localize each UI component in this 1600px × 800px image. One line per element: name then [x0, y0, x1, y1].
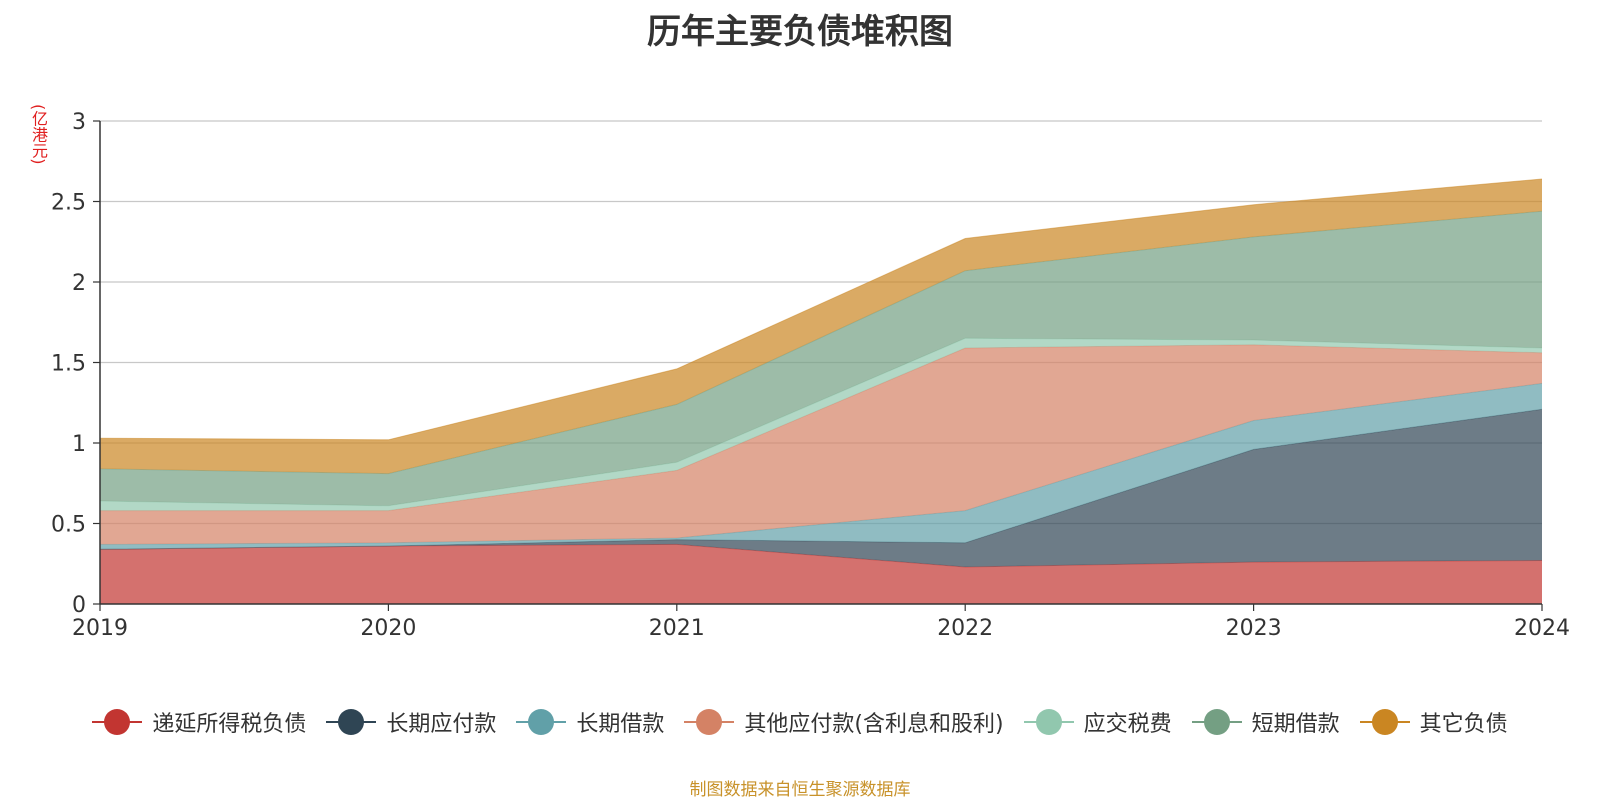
y-tick-label: 1.5 [51, 352, 86, 377]
y-tick-label: 3 [72, 110, 86, 135]
x-tick-label: 2021 [649, 616, 705, 641]
legend-item[interactable]: 短期借款 [1191, 706, 1340, 738]
legend-label: 短期借款 [1251, 712, 1340, 737]
legend-item[interactable]: 长期借款 [516, 706, 664, 738]
source-note: 制图数据来自恒生聚源数据库 [689, 780, 911, 800]
legend-label: 其它负债 [1419, 712, 1508, 737]
legend: 递延所得税负债 长期应付款 长期借款 其他应付款(含利息和股利) 应交税费 短期借款 其它负… [0, 704, 1600, 740]
legend-item[interactable]: 递延所得税负债 [92, 706, 306, 738]
legend-marker-icon [92, 709, 143, 735]
axes: 0 0.5 1 1.5 2 2.5 3 2019 2020 2021 2022 2023 2024 [51, 110, 1570, 641]
legend-label: 应交税费 [1083, 712, 1172, 737]
legend-marker-icon [1359, 709, 1410, 735]
legend-label: 长期应付款 [386, 712, 497, 737]
legend-marker-icon [326, 709, 377, 735]
legend-item[interactable]: 应交税费 [1023, 706, 1172, 738]
legend-item[interactable]: 其它负债 [1359, 706, 1508, 738]
y-tick-label: 2.5 [51, 191, 86, 216]
y-tick-label: 1 [72, 432, 86, 457]
x-tick-label: 2020 [360, 616, 416, 641]
series-areas [99, 178, 1543, 604]
x-tick-label: 2024 [1514, 616, 1570, 641]
legend-marker-icon [684, 709, 735, 735]
legend-item[interactable]: 长期应付款 [326, 706, 496, 738]
area-长期应付款 [100, 409, 1542, 567]
area-其它负债 [100, 179, 1542, 474]
area-短期借款 [100, 211, 1542, 506]
area-edge-其它负债 [99, 178, 1543, 441]
stacked-area-chart: 0 0.5 1 1.5 2 2.5 3 2019 2020 2021 2022 2023 2024 [51, 110, 1570, 641]
chart-title: 历年主要负债堆积图 [647, 12, 953, 52]
x-tick-label: 2019 [72, 616, 128, 641]
legend-label: 长期借款 [576, 712, 665, 737]
legend-item[interactable]: 其他应付款(含利息和股利) [684, 706, 1004, 738]
y-tick-label: 0 [72, 593, 86, 618]
x-tick-label: 2023 [1226, 616, 1282, 641]
legend-marker-icon [1191, 709, 1242, 735]
x-tick-label: 2022 [937, 616, 993, 641]
y-tick-label: 2 [72, 271, 86, 296]
y-axis-unit-label: (亿港元) [29, 104, 48, 165]
area-其他应付款(含利息和股利) [100, 344, 1542, 545]
legend-marker-icon [516, 709, 567, 735]
legend-label: 其他应付款(含利息和股利) [744, 712, 1004, 737]
area-递延所得税负债 [100, 544, 1542, 604]
legend-label: 递延所得税负债 [152, 712, 307, 737]
legend-marker-icon [1023, 709, 1074, 735]
y-tick-label: 0.5 [51, 513, 86, 538]
